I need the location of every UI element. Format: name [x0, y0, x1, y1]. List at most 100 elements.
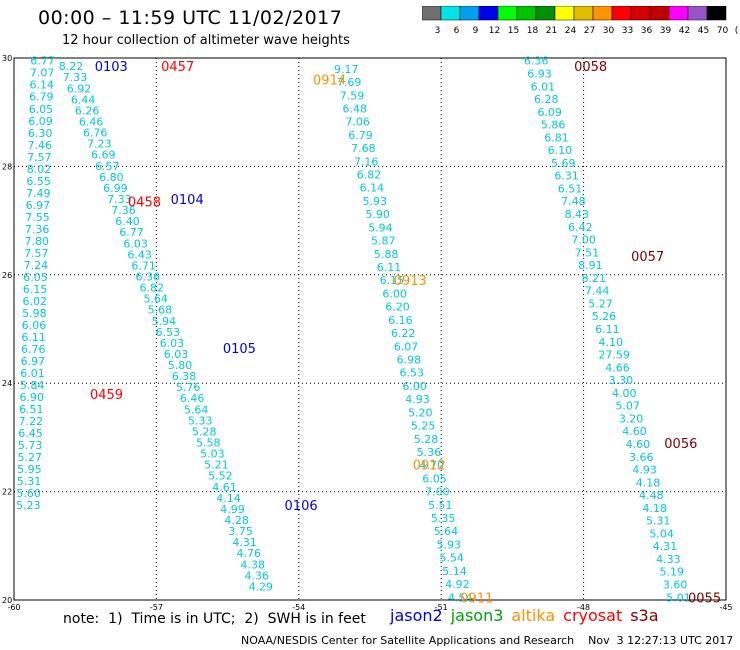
- colorbar-label: 6: [454, 26, 460, 36]
- swh-value: 5.27: [18, 451, 43, 464]
- pass-label: 0055: [688, 591, 721, 606]
- x-tick-label: -54: [292, 603, 305, 612]
- swh-value: 5.07: [615, 400, 640, 413]
- swh-value: 6.22: [391, 327, 416, 340]
- footer-note: note: 1) Time is in UTC; 2) SWH is in fe…: [63, 611, 366, 627]
- swh-value: 8.21: [582, 272, 607, 285]
- swh-value: 4.18: [643, 502, 668, 515]
- swh-value: 5.35: [431, 512, 456, 525]
- swh-value: 5.20: [408, 406, 433, 419]
- swh-value: 4.31: [232, 536, 257, 549]
- swh-value: 6.55: [26, 175, 51, 188]
- swh-value: 9.17: [334, 63, 359, 76]
- swh-value: 6.09: [28, 115, 53, 128]
- swh-value: 6.57: [95, 160, 120, 173]
- colorbar-label: 15: [508, 26, 519, 36]
- swh-value: 5.93: [437, 538, 462, 551]
- swh-value: 5.04: [649, 527, 674, 540]
- swh-value: 6.98: [397, 353, 422, 366]
- swh-value: 6.77: [30, 55, 55, 68]
- swh-value: 6.48: [343, 102, 368, 115]
- swh-value: 4.10: [598, 336, 623, 349]
- colorbar-label: 12: [489, 26, 500, 36]
- swh-value: 6.79: [29, 91, 54, 104]
- swh-value: 5.25: [411, 420, 436, 433]
- swh-value: 6.51: [558, 182, 583, 195]
- swh-value: 6.80: [99, 171, 124, 184]
- swh-value: 5.94: [368, 221, 393, 234]
- swh-value: 7.22: [19, 415, 44, 428]
- swh-value: 4.14: [216, 492, 241, 505]
- swh-value: 6.00: [402, 380, 427, 393]
- swh-value: 3.66: [629, 451, 654, 464]
- swh-value: 6.77: [119, 226, 144, 239]
- swh-value: 6.02: [23, 295, 48, 308]
- swh-value: 7.80: [24, 235, 49, 248]
- pass-label: 0056: [664, 437, 697, 452]
- swh-value: 6.53: [400, 367, 425, 380]
- y-tick-label: 28: [2, 162, 12, 171]
- swh-value: 6.97: [26, 199, 51, 212]
- swh-value: 6.03: [160, 337, 185, 350]
- swh-value: 6.53: [156, 326, 181, 339]
- legend-entry-jason2: jason2: [390, 606, 443, 625]
- swh-value: 4.29: [249, 580, 274, 593]
- swh-value: 6.92: [67, 82, 92, 95]
- colorbar-label: 21: [546, 26, 557, 36]
- pass-label: 0106: [285, 499, 318, 514]
- x-tick-label: -60: [7, 603, 20, 612]
- swh-value: 5.23: [16, 499, 41, 512]
- y-tick-label: 20: [2, 596, 12, 605]
- swh-value: 7.59: [340, 89, 365, 102]
- swh-value: 6.26: [75, 104, 100, 117]
- colorbar-label: 27: [584, 26, 595, 36]
- swh-value: 3.75: [228, 525, 253, 538]
- swh-value: 6.11: [21, 331, 46, 344]
- swh-value: 6.15: [380, 274, 405, 287]
- pass-label: 0058: [574, 60, 607, 75]
- swh-value: 7.55: [25, 211, 50, 224]
- swh-value: 4.54: [448, 591, 473, 604]
- swh-value: 6.69: [91, 149, 116, 162]
- swh-value: 8.02: [27, 163, 52, 176]
- swh-value: 7.33: [63, 71, 88, 84]
- swh-value: 7.00: [571, 234, 596, 247]
- chart-title: 00:00 – 11:59 UTC 11/02/2017: [38, 7, 343, 29]
- colorbar-label: 42: [679, 26, 690, 36]
- pass-label: 0912: [413, 459, 446, 474]
- swh-value: 7.07: [30, 67, 55, 80]
- swh-value: 6.45: [18, 427, 43, 440]
- swh-value: 5.86: [541, 119, 566, 132]
- swh-value: 6.79: [348, 129, 373, 142]
- swh-value: 6.36: [135, 270, 160, 283]
- swh-value: 5.27: [588, 297, 613, 310]
- swh-value: 4.28: [224, 514, 249, 527]
- swh-value: 6.38: [172, 370, 197, 383]
- satellite-legend: jason2 jason3 altika cryosat s3a: [390, 606, 667, 625]
- swh-value: 7.00: [425, 486, 450, 499]
- colorbar-swatch: [706, 6, 727, 21]
- swh-value: 5.80: [168, 359, 193, 372]
- swh-value: 6.06: [22, 319, 47, 332]
- swh-value: 8.91: [578, 259, 603, 272]
- pass-label: 0459: [90, 388, 123, 403]
- swh-value: 4.48: [639, 489, 664, 502]
- swh-value: 6.03: [123, 237, 148, 250]
- legend-entry-s3a: s3a: [630, 606, 659, 625]
- colorbar-label: 70: [717, 26, 729, 36]
- swh-value: 6.10: [548, 144, 573, 157]
- swh-value: 7.36: [111, 204, 136, 217]
- swh-value: 6.30: [28, 127, 53, 140]
- credits-line: NOAA/NESDIS Center for Satellite Applica…: [241, 634, 734, 647]
- swh-value: 7.51: [575, 246, 600, 259]
- swh-value: 6.20: [385, 301, 410, 314]
- swh-value: 27.59: [598, 349, 630, 362]
- swh-value: 6.05: [23, 271, 48, 284]
- swh-value: 6.03: [164, 348, 189, 361]
- colorbar-label: 30: [603, 26, 615, 36]
- colorbar-label: 36: [641, 26, 653, 36]
- legend-entry-altika: altika: [511, 606, 556, 625]
- pass-label: 0914: [313, 74, 346, 89]
- swh-value: 5.64: [434, 525, 459, 538]
